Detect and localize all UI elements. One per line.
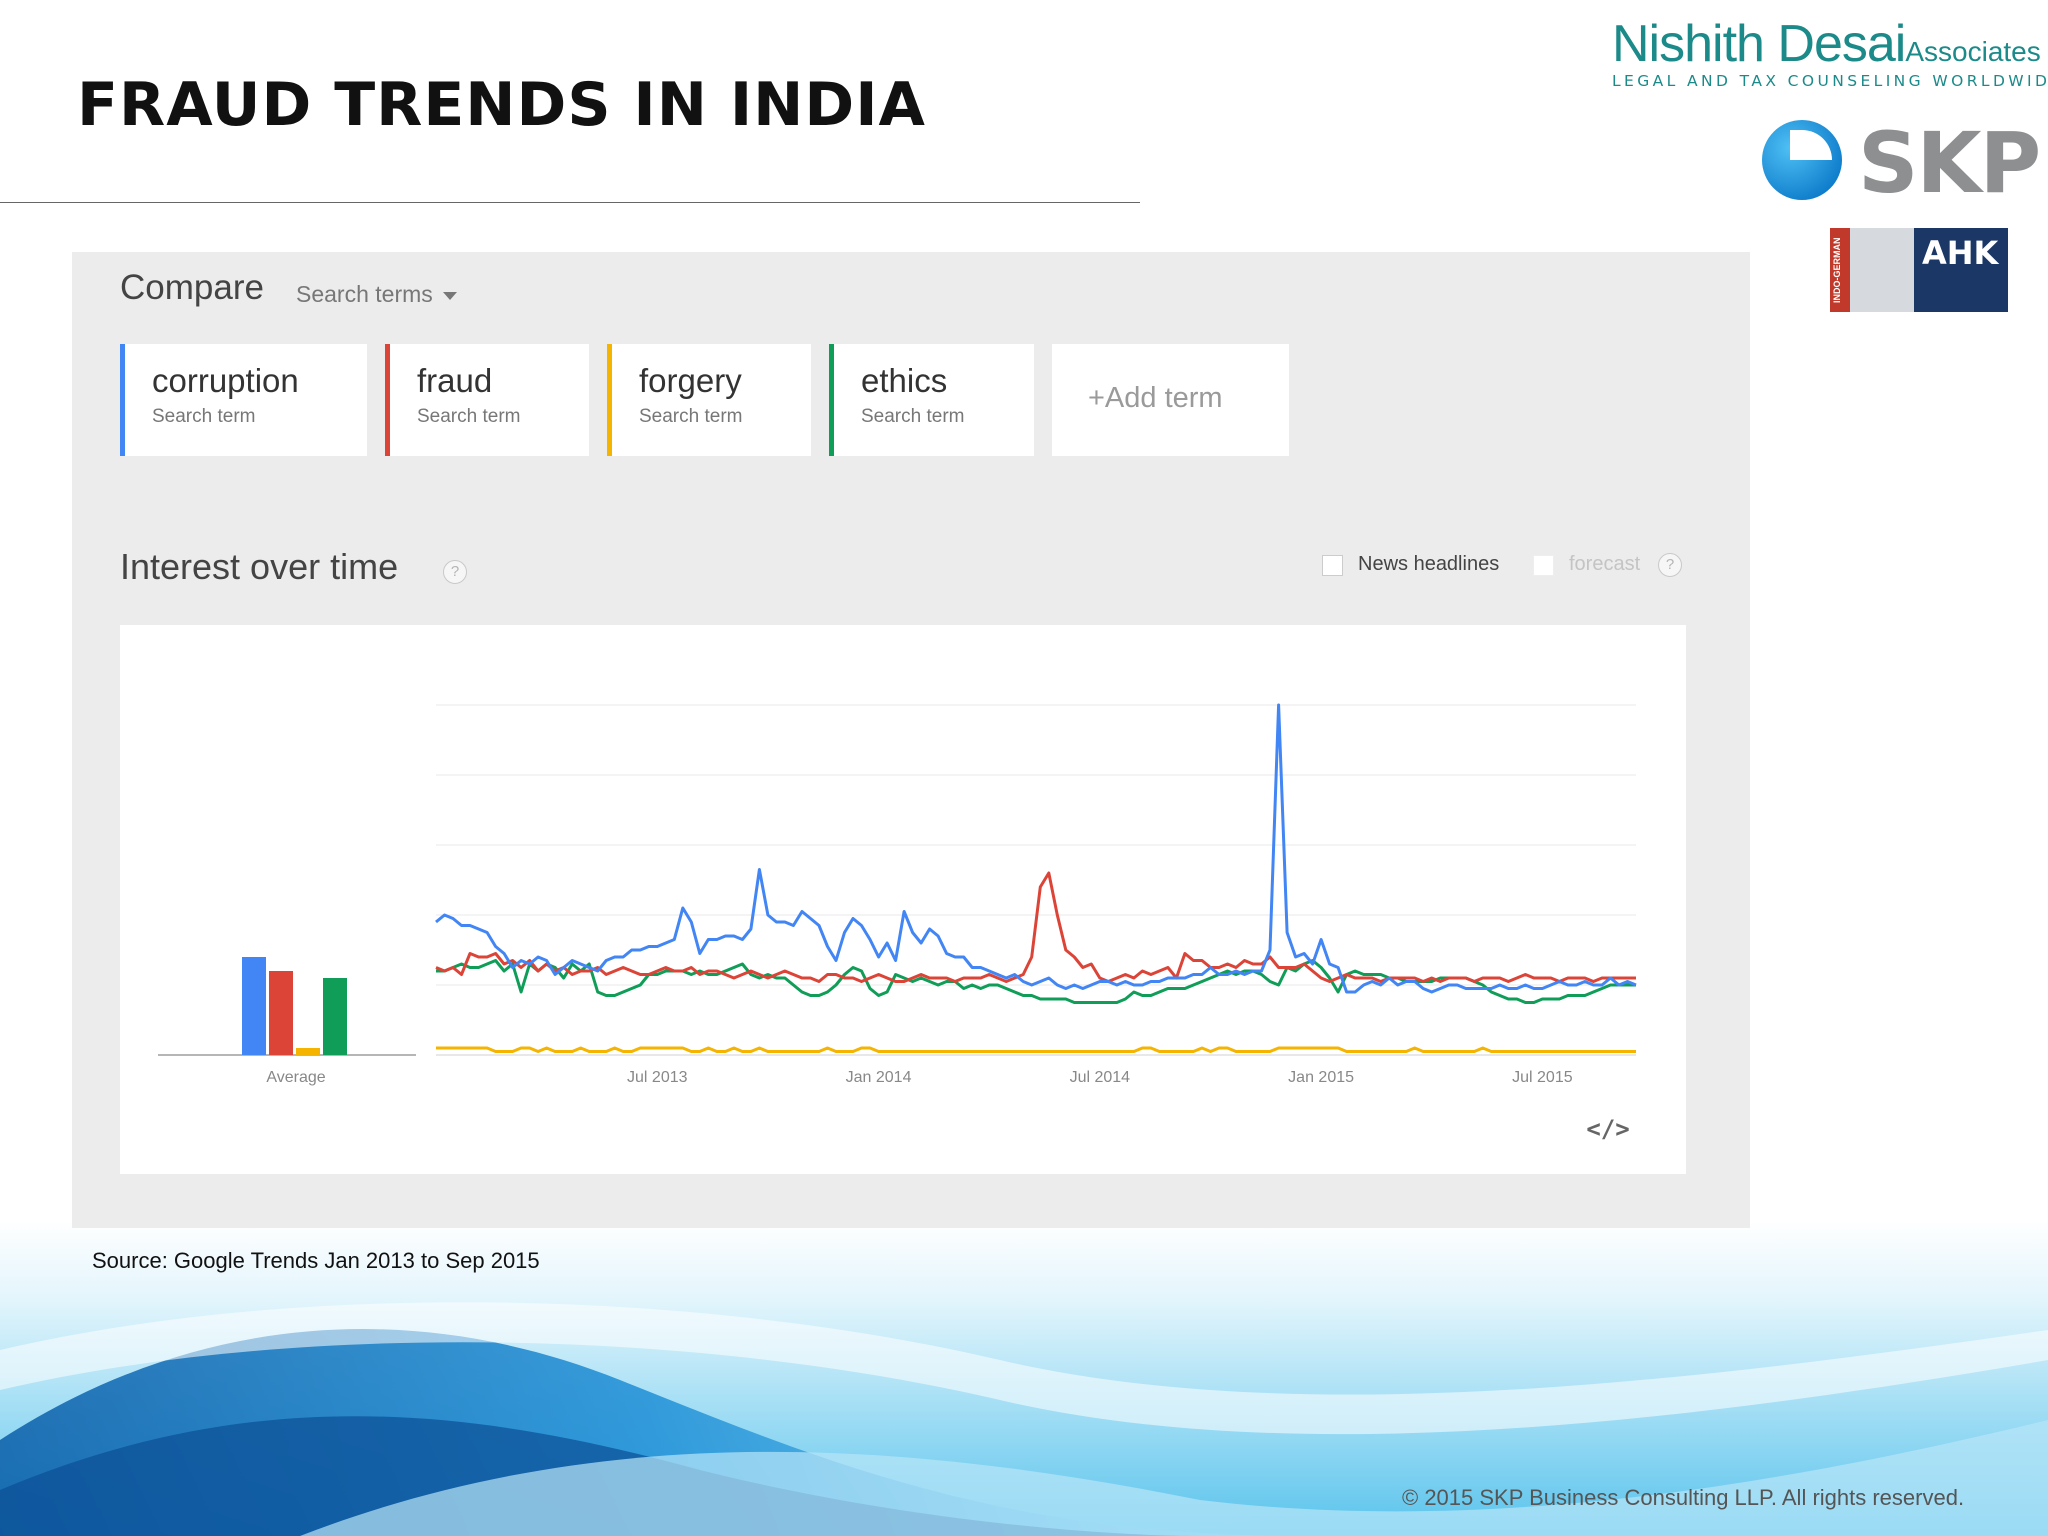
- term-subtitle: Search term: [152, 406, 256, 427]
- interest-chart-area: Average Jul 2013 Jan 2014 Jul 2014 Jan 2015 J…: [120, 625, 1686, 1174]
- term-subtitle: Search term: [861, 406, 965, 427]
- x-tick-label: Jul 2015: [1512, 1069, 1573, 1086]
- ahk-strip: [1830, 228, 1850, 312]
- x-tick-label: Jan 2015: [1288, 1069, 1354, 1086]
- search-terms-dropdown[interactable]: Search terms: [296, 281, 457, 308]
- forecast-checkbox[interactable]: [1533, 555, 1554, 576]
- ahk-logo: INDO-GERMAN AHK: [1830, 228, 2008, 312]
- term-color-bar: [829, 344, 834, 456]
- skp-logo-text: SKP: [1858, 114, 2041, 212]
- add-term-button[interactable]: +Add term: [1052, 344, 1289, 456]
- term-color-bar: [385, 344, 390, 456]
- ahk-side-text: INDO-GERMAN: [1832, 237, 1842, 303]
- add-term-label: +Add term: [1088, 382, 1223, 414]
- ahk-box: [1914, 228, 2008, 312]
- nishith-desai-logo: Nishith DesaiAssociates LEGAL AND TAX CO…: [1612, 14, 2048, 90]
- forecast-label: forecast: [1569, 553, 1641, 575]
- average-bar-forgery: [296, 1048, 320, 1055]
- series-line-corruption: [435, 703, 1637, 994]
- term-name: corruption: [152, 362, 299, 399]
- news-headlines-label: News headlines: [1358, 553, 1500, 575]
- average-bar-fraud: [269, 971, 293, 1055]
- copyright-note: © 2015 SKP Business Consulting LLP. All …: [1402, 1485, 1965, 1510]
- series-line-fraud: [435, 871, 1636, 983]
- title-divider: [0, 202, 1140, 203]
- nishith-logo-main: Nishith Desai: [1612, 15, 1906, 73]
- caret-down-icon: [442, 291, 457, 300]
- average-label: Average: [266, 1069, 325, 1086]
- average-bar-ethics: [323, 978, 347, 1055]
- term-subtitle: Search term: [639, 406, 743, 427]
- ahk-logo-text: AHK: [1922, 234, 1999, 272]
- source-note: Source: Google Trends Jan 2013 to Sep 20…: [92, 1248, 540, 1273]
- x-tick-label: Jul 2014: [1070, 1069, 1131, 1086]
- x-tick-label: Jan 2014: [846, 1069, 912, 1086]
- nishith-logo-assoc: Associates: [1905, 36, 2041, 67]
- term-color-bar: [607, 344, 612, 456]
- news-headlines-checkbox[interactable]: [1322, 555, 1343, 576]
- slide-title: FRAUD TRENDS IN INDIA: [77, 70, 926, 140]
- search-terms-label: Search terms: [296, 281, 433, 307]
- compare-label: Compare: [120, 268, 264, 307]
- term-card-ethics[interactable]: ethics Search term: [829, 344, 1034, 456]
- embed-code-icon[interactable]: </>: [1586, 1115, 1629, 1143]
- average-bar-corruption: [242, 957, 266, 1055]
- term-card-corruption[interactable]: corruption Search term: [120, 344, 367, 456]
- forecast-help-icon[interactable]: ?: [1658, 553, 1682, 577]
- interest-over-time-title: Interest over time: [120, 546, 399, 587]
- skp-circle-icon: [1762, 120, 1842, 200]
- series-line-forgery: [436, 1046, 1636, 1053]
- term-card-forgery[interactable]: forgery Search term: [607, 344, 811, 456]
- term-name: forgery: [639, 362, 742, 399]
- series-line-ethics: [436, 959, 1636, 1004]
- x-tick-label: Jul 2013: [627, 1069, 688, 1086]
- help-icon[interactable]: ?: [443, 560, 467, 584]
- term-color-bar: [120, 344, 125, 456]
- term-name: ethics: [861, 362, 948, 399]
- term-card-fraud[interactable]: fraud Search term: [385, 344, 589, 456]
- term-subtitle: Search term: [417, 406, 521, 427]
- nishith-logo-tagline: LEGAL AND TAX COUNSELING WORLDWIDE: [1612, 72, 2048, 90]
- term-name: fraud: [417, 362, 493, 399]
- skp-logo: SKP: [1760, 114, 2041, 212]
- interest-chart: Average Jul 2013 Jan 2014 Jul 2014 Jan 2015 J…: [158, 703, 1637, 1143]
